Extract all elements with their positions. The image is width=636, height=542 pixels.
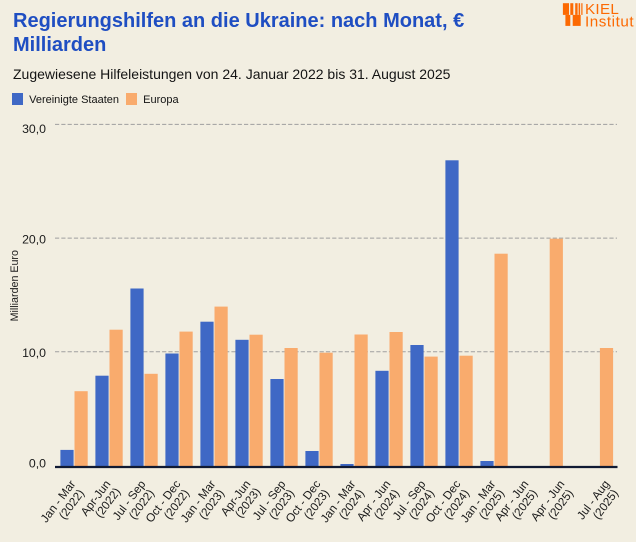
svg-text:10,0: 10,0 xyxy=(22,346,46,360)
svg-text:20,0: 20,0 xyxy=(22,232,46,246)
svg-text:KIEL: KIEL xyxy=(585,1,619,18)
svg-text:30,0: 30,0 xyxy=(22,122,46,136)
svg-text:Institut: Institut xyxy=(585,13,634,30)
svg-text:0,0: 0,0 xyxy=(29,457,46,471)
svg-text:Milliarden Euro: Milliarden Euro xyxy=(9,250,21,321)
